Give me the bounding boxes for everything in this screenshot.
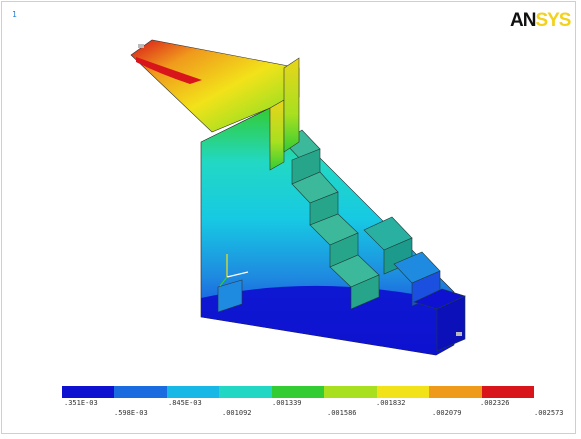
legend-label: .001832 — [376, 399, 406, 407]
contour-legend-bar — [62, 386, 534, 398]
legend-label: .002326 — [480, 399, 510, 407]
legend-label: .002079 — [432, 409, 462, 417]
legend-label: .001586 — [327, 409, 357, 417]
coordinate-triad-icon — [219, 254, 249, 287]
window-number: 1 — [12, 10, 17, 19]
node-marker — [138, 44, 144, 48]
legend-label: .598E-03 — [114, 409, 148, 417]
legend-label: .351E-03 — [64, 399, 98, 407]
step-treads — [283, 129, 466, 352]
legend-label: .002573 — [534, 409, 564, 417]
legend-label: .001092 — [222, 409, 252, 417]
graphics-window: 1 ANSYS — [1, 1, 576, 434]
landing-post-front — [269, 99, 285, 171]
max-stress-region — [136, 57, 202, 84]
node-marker — [456, 332, 462, 336]
landing-post-back — [283, 57, 300, 153]
staircase-contour-model — [130, 39, 466, 356]
ansys-logo: ANSYS — [510, 10, 571, 31]
base-contour-band — [201, 285, 454, 355]
legend-label: .001339 — [272, 399, 302, 407]
legend-label: .845E-03 — [168, 399, 202, 407]
support-block — [217, 279, 243, 313]
